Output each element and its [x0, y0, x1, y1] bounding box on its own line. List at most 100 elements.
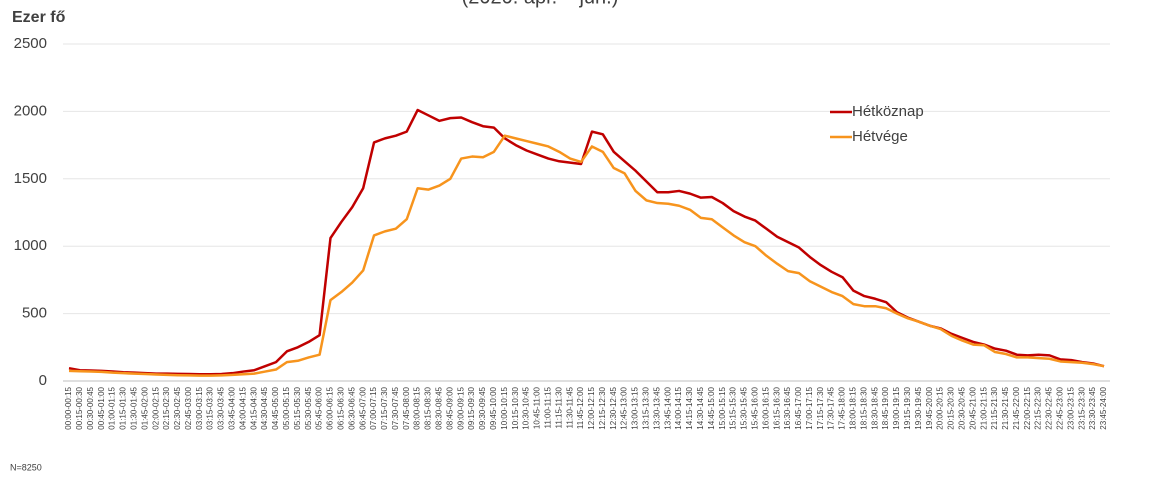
x-tick-label: 10:45-11:00 — [533, 386, 542, 429]
x-tick-label: 16:45-17:00 — [794, 386, 803, 429]
x-tick-label: 19:45-20:00 — [925, 386, 934, 429]
x-tick-label: 01:15-01:30 — [119, 386, 128, 429]
series-line — [68, 134, 1105, 377]
x-tick-label: 18:00-18:15 — [849, 386, 858, 429]
x-tick-label: 07:15-07:30 — [380, 386, 389, 429]
x-tick-label: 18:15-18:30 — [859, 386, 868, 429]
x-tick-label: 06:45-07:00 — [358, 386, 367, 429]
y-tick-label: 0 — [39, 372, 47, 389]
x-tick-label: 01:00-01:15 — [108, 386, 117, 429]
x-tick-label: 07:45-08:00 — [402, 386, 411, 429]
x-tick-label: 17:00-17:15 — [805, 386, 814, 429]
x-tick-label: 02:45-03:00 — [184, 386, 193, 429]
x-tick-label: 02:30-02:45 — [173, 386, 182, 429]
y-tick-label: 1000 — [14, 237, 47, 254]
x-tick-label: 06:30-06:45 — [347, 386, 356, 429]
x-tick-label: 04:30-04:45 — [260, 386, 269, 429]
y-axis-label: Ezer fő — [12, 9, 66, 26]
x-tick-label: 10:30-10:45 — [522, 386, 531, 429]
x-tick-label: 11:15-11:30 — [554, 386, 563, 428]
x-tick-label: 10:00-10:15 — [500, 386, 509, 429]
x-tick-label: 12:45-13:00 — [620, 386, 629, 429]
x-tick-label: 23:15-23:30 — [1077, 386, 1086, 429]
x-tick-label: 15:30-15:45 — [740, 386, 749, 429]
x-tick-label: 20:30-20:45 — [957, 386, 966, 429]
x-tick-label: 07:00-07:15 — [369, 386, 378, 429]
x-tick-label: 14:15-14:30 — [685, 386, 694, 429]
x-tick-label: 04:00-04:15 — [238, 386, 247, 429]
x-tick-label: 03:45-04:00 — [228, 386, 237, 429]
x-tick-label: 18:45-19:00 — [881, 386, 890, 429]
x-tick-label: 05:15-05:30 — [293, 386, 302, 429]
x-tick-label: 21:15-21:30 — [990, 386, 999, 429]
x-tick-label: 08:30-08:45 — [435, 386, 444, 429]
note: N=8250 — [10, 462, 42, 472]
x-tick-label: 21:45-22:00 — [1012, 386, 1021, 429]
x-tick-label: 13:30-13:45 — [652, 386, 661, 429]
x-tick-label: 02:00-02:15 — [151, 386, 160, 429]
x-tick-label: 06:15-06:30 — [336, 386, 345, 429]
x-tick-label: 22:45-23:00 — [1056, 386, 1065, 429]
x-tick-label: 06:00-06:15 — [326, 386, 335, 429]
y-tick-label: 1500 — [14, 170, 47, 187]
x-tick-label: 08:00-08:15 — [413, 386, 422, 429]
x-tick-label: 14:45-15:00 — [707, 386, 716, 429]
x-tick-label: 11:45-12:00 — [576, 386, 585, 429]
x-tick-label: 17:45-18:00 — [838, 386, 847, 429]
x-tick-label: 09:30-09:45 — [478, 386, 487, 429]
x-tick-label: 04:45-05:00 — [271, 386, 280, 429]
x-tick-label: 19:15-19:30 — [903, 386, 912, 429]
x-tick-label: 14:00-14:15 — [674, 386, 683, 429]
x-tick-label: 04:15-04:30 — [249, 386, 258, 429]
x-tick-label: 21:00-21:15 — [979, 386, 988, 429]
x-tick-label: 21:30-21:45 — [1001, 386, 1010, 429]
x-tick-label: 05:00-05:15 — [282, 386, 291, 429]
x-tick-label: 15:00-15:15 — [718, 386, 727, 429]
x-tick-label: 12:00-12:15 — [587, 386, 596, 429]
x-tick-label: 00:30-00:45 — [86, 386, 95, 429]
x-tick-label: 03:00-03:15 — [195, 386, 204, 429]
y-tick-label: 500 — [22, 305, 47, 322]
y-tick-label: 2000 — [14, 102, 47, 119]
x-tick-label: 17:15-17:30 — [816, 386, 825, 429]
x-tick-label: 10:15-10:30 — [511, 386, 520, 429]
x-tick-label: 15:45-16:00 — [750, 386, 759, 429]
x-tick-label: 19:30-19:45 — [914, 386, 923, 429]
x-tick-label: 05:45-06:00 — [315, 386, 324, 429]
x-tick-label: 12:15-12:30 — [598, 386, 607, 429]
x-tick-label: 16:30-16:45 — [783, 386, 792, 429]
x-tick-label: 11:30-11:45 — [565, 386, 574, 428]
x-tick-label: 22:00-22:15 — [1023, 386, 1032, 429]
x-tick-label: 01:30-01:45 — [129, 386, 138, 429]
x-tick-label: 03:30-03:45 — [217, 386, 226, 429]
x-tick-label: 22:15-22:30 — [1034, 386, 1043, 429]
x-tick-label: 23:00-23:15 — [1066, 386, 1075, 429]
x-tick-label: 11:00-11:15 — [543, 386, 552, 428]
x-tick-label: 23:30-23:45 — [1088, 386, 1097, 429]
x-tick-label: 12:30-12:45 — [609, 386, 618, 429]
x-tick-label: 07:30-07:45 — [391, 386, 400, 429]
x-tick-label: 17:30-17:45 — [827, 386, 836, 429]
legend-label: Hétvége — [852, 128, 908, 145]
x-tick-label: 18:30-18:45 — [870, 386, 879, 429]
x-tick-label: 19:00-19:15 — [892, 386, 901, 429]
x-tick-label: 03:15-03:30 — [206, 386, 215, 429]
x-tick-label: 08:45-09:00 — [445, 386, 454, 429]
x-tick-label: 13:00-13:15 — [631, 386, 640, 429]
x-tick-label: 09:00-09:15 — [456, 386, 465, 429]
x-tick-label: 13:45-14:00 — [663, 386, 672, 429]
x-tick-label: 05:30-05:45 — [304, 386, 313, 429]
x-tick-label: 20:15-20:30 — [947, 386, 956, 429]
x-tick-label: 14:30-14:45 — [696, 386, 705, 429]
x-tick-label: 16:15-16:30 — [772, 386, 781, 429]
x-tick-label: 01:45-02:00 — [140, 386, 149, 429]
x-tick-label: 16:00-16:15 — [761, 386, 770, 429]
x-tick-label: 20:45-21:00 — [968, 386, 977, 429]
x-tick-label: 00:15-00:30 — [75, 386, 84, 429]
x-tick-label: 15:15-15:30 — [729, 386, 738, 429]
y-tick-label: 2500 — [14, 35, 47, 52]
x-tick-label: 22:30-22:45 — [1045, 386, 1054, 429]
x-tick-label: 20:00-20:15 — [936, 386, 945, 429]
x-tick-label: 23:45-24:00 — [1099, 386, 1108, 429]
